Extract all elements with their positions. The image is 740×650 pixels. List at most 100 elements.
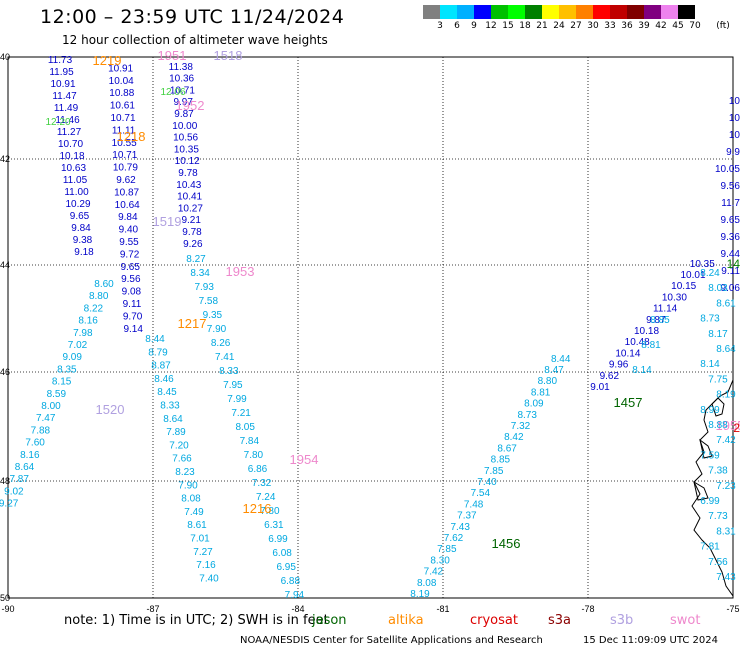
wave-height-value: 9.38 bbox=[73, 235, 93, 246]
wave-height-value: 8.24 bbox=[700, 268, 720, 279]
wave-height-value: 7.20 bbox=[169, 440, 189, 451]
wave-height-value: 12.06 bbox=[160, 87, 185, 98]
wave-height-value: 7.41 bbox=[215, 352, 235, 363]
wave-height-value: 8.87 bbox=[151, 361, 171, 372]
wave-height-value: 7.80 bbox=[244, 450, 264, 461]
wave-height-value: 8.88 bbox=[708, 420, 728, 431]
wave-height-value: 7.47 bbox=[36, 413, 56, 424]
wave-height-value: 10.05 bbox=[715, 164, 740, 175]
wave-height-value: 8.23 bbox=[175, 467, 195, 478]
wave-height-value: 6.31 bbox=[264, 520, 284, 531]
wave-height-value: 7.02 bbox=[68, 340, 88, 351]
wave-height-value: 8.80 bbox=[538, 376, 558, 387]
wave-height-value: 8.19 bbox=[410, 589, 430, 600]
wave-height-value: 11.7 bbox=[721, 198, 740, 209]
colorbar-label: 33 bbox=[604, 21, 616, 31]
pass-time-label: 1952 bbox=[176, 98, 205, 113]
colorbar-label: 3 bbox=[437, 21, 443, 31]
wave-height-value: 9.21 bbox=[181, 215, 201, 226]
wave-height-value: 7.32 bbox=[252, 478, 272, 489]
pass-time-label: 1519 bbox=[153, 214, 182, 229]
wave-height-value: 7.81 bbox=[700, 542, 720, 553]
wave-height-value: 9.72 bbox=[120, 249, 140, 260]
wave-height-value: 8.00 bbox=[41, 401, 61, 412]
map-subtitle: 12 hour collection of altimeter wave hei… bbox=[62, 33, 328, 47]
pass-time-label: 1954 bbox=[290, 452, 319, 467]
wave-height-value: 9.84 bbox=[71, 223, 91, 234]
wave-height-value: 10.79 bbox=[113, 163, 138, 174]
wave-height-value: 8.81 bbox=[531, 387, 551, 398]
wave-height-value: 7.43 bbox=[716, 572, 736, 583]
wave-height-value: 7.75 bbox=[708, 374, 728, 385]
wave-height-value: 11.95 bbox=[49, 67, 74, 78]
longitude-label: -90 bbox=[1, 604, 14, 614]
colorbar-label: 6 bbox=[454, 21, 460, 31]
wave-height-value: 10 bbox=[729, 96, 740, 107]
wave-height-value: 8.99 bbox=[700, 405, 720, 416]
credit-line: NOAA/NESDIS Center for Satellite Applica… bbox=[240, 635, 543, 646]
wave-height-value: 9.11 bbox=[123, 299, 142, 310]
colorbar-cell bbox=[644, 5, 661, 19]
wave-height-value: 7.01 bbox=[190, 534, 210, 545]
wave-height-value: 10.12 bbox=[175, 156, 200, 167]
coastline bbox=[691, 379, 734, 597]
colorbar-cell bbox=[542, 5, 559, 19]
wave-height-value: 11.05 bbox=[63, 175, 88, 186]
wave-height-value: 7.62 bbox=[444, 533, 464, 544]
wave-height-value: 10.48 bbox=[625, 337, 650, 348]
wave-height-value: 10.41 bbox=[177, 192, 202, 203]
wave-height-value: 9.08 bbox=[122, 287, 142, 298]
wave-height-value: 7.93 bbox=[194, 282, 214, 293]
colorbar-unit: (ft) bbox=[716, 21, 730, 31]
wave-height-value: 7.32 bbox=[511, 421, 531, 432]
colorbar-label: 42 bbox=[655, 21, 667, 31]
colorbar-cell bbox=[559, 5, 576, 19]
colorbar-label: 9 bbox=[471, 21, 477, 31]
wave-height-value: 8.79 bbox=[148, 347, 168, 358]
wave-height-value: 8.85 bbox=[650, 315, 670, 326]
latitude-label: 50 bbox=[0, 593, 10, 603]
wave-height-value: 11.49 bbox=[54, 103, 79, 114]
wave-height-value: 8.46 bbox=[154, 374, 174, 385]
wave-height-value: 8.17 bbox=[708, 329, 728, 340]
wave-height-value: 8.47 bbox=[544, 365, 564, 376]
wave-height-value: 10.36 bbox=[169, 74, 194, 85]
pass-time-label: 1217 bbox=[178, 316, 207, 331]
wave-height-value: 10.71 bbox=[170, 85, 195, 96]
latitude-label: 44 bbox=[0, 260, 10, 270]
pass-time-label: 1216 bbox=[243, 501, 272, 516]
longitude-label: -75 bbox=[726, 604, 739, 614]
wave-height-value: 8.61 bbox=[716, 298, 736, 309]
wave-height-value: 7.43 bbox=[450, 522, 470, 533]
wave-height-value: 7.60 bbox=[25, 438, 45, 449]
wave-height-value: 7.54 bbox=[471, 488, 491, 499]
wave-height-value: 9.70 bbox=[123, 311, 143, 322]
wave-height-value: 9.11 bbox=[721, 266, 740, 277]
wave-height-value: 7.95 bbox=[223, 380, 243, 391]
wave-height-value: 9.65 bbox=[70, 211, 90, 222]
wave-height-value: 8.67 bbox=[497, 443, 517, 454]
wave-height-value: 7.85 bbox=[484, 466, 504, 477]
wave-height-value: 7.66 bbox=[172, 454, 192, 465]
wave-height-value: 8.33 bbox=[219, 366, 239, 377]
wave-height-value: 10.61 bbox=[110, 101, 135, 112]
wave-height-value: 10.01 bbox=[680, 270, 705, 281]
colorbar-label: 18 bbox=[519, 21, 531, 31]
legend-swot: swot bbox=[670, 613, 701, 628]
wave-height-value: 8.14 bbox=[632, 365, 652, 376]
colorbar-label: 45 bbox=[672, 21, 684, 31]
wave-height-value: 8.61 bbox=[187, 520, 207, 531]
wave-height-value: 9.96 bbox=[609, 360, 629, 371]
wave-height-value: 8.44 bbox=[145, 334, 165, 345]
colorbar-cell bbox=[491, 5, 508, 19]
wave-height-value: 8.08 bbox=[417, 578, 437, 589]
colorbar-cell bbox=[661, 5, 678, 19]
pass-time-label: 1456 bbox=[492, 536, 521, 551]
colorbar-cell bbox=[457, 5, 474, 19]
wave-height-value: 10.35 bbox=[690, 259, 715, 270]
wave-height-value: 10 bbox=[729, 130, 740, 141]
wave-height-value: 6.08 bbox=[272, 548, 292, 559]
colorbar-cell bbox=[508, 5, 525, 19]
legend-jason: jason bbox=[312, 613, 347, 628]
